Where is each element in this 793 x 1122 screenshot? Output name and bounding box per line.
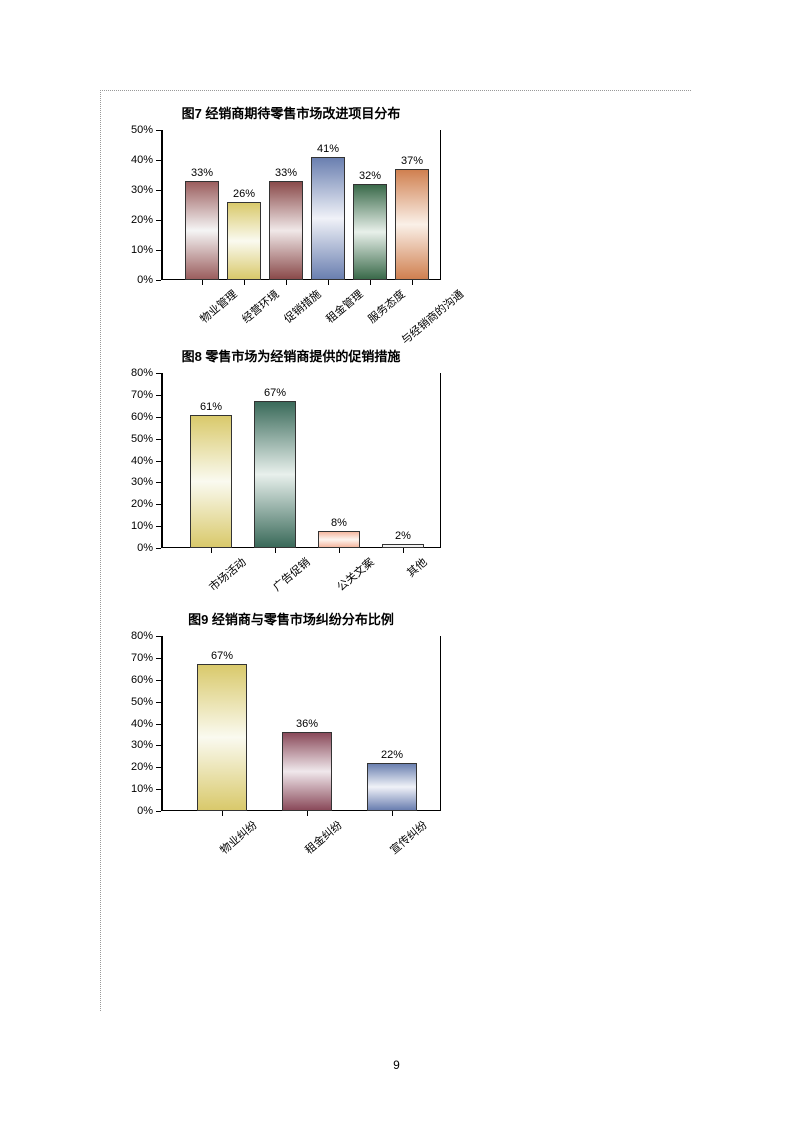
y-tick-label: 50% <box>131 433 153 445</box>
bar: 8% <box>318 531 360 549</box>
bar-value-label: 26% <box>233 188 255 200</box>
y-tick-label: 0% <box>137 805 153 817</box>
bar: 61% <box>190 415 232 548</box>
bar-value-label: 22% <box>381 749 403 761</box>
chart9-plot: 0%10%20%30%40%50%60%70%80%67%物业纠纷36%租金纠纷… <box>161 636 441 811</box>
bar: 67% <box>254 401 296 548</box>
bar: 33% <box>185 181 219 280</box>
bar-value-label: 36% <box>296 718 318 730</box>
bar-value-label: 67% <box>264 387 286 399</box>
chart9-block: 图9 经销商与零售市场纠纷分布比例 0%10%20%30%40%50%60%70… <box>121 609 461 866</box>
y-tick-label: 40% <box>131 718 153 730</box>
bar-value-label: 67% <box>211 650 233 662</box>
y-tick-label: 70% <box>131 389 153 401</box>
y-tick-label: 30% <box>131 184 153 196</box>
chart8-block: 图8 零售市场为经销商提供的促销措施 0%10%20%30%40%50%60%7… <box>121 346 461 603</box>
bar-value-label: 61% <box>200 401 222 413</box>
y-tick-label: 40% <box>131 455 153 467</box>
bar: 32% <box>353 184 387 280</box>
chart8-plot: 0%10%20%30%40%50%60%70%80%61%市场活动67%广告促销… <box>161 373 441 548</box>
y-tick-label: 20% <box>131 214 153 226</box>
bar-value-label: 33% <box>191 167 213 179</box>
y-tick-label: 40% <box>131 154 153 166</box>
chart9-title: 图9 经销商与零售市场纠纷分布比例 <box>121 609 461 628</box>
chart8-title: 图8 零售市场为经销商提供的促销措施 <box>121 346 461 365</box>
y-tick-label: 20% <box>131 761 153 773</box>
page-number: 9 <box>393 1058 400 1072</box>
y-tick-label: 60% <box>131 411 153 423</box>
y-tick-label: 10% <box>131 244 153 256</box>
bar-value-label: 8% <box>331 517 347 529</box>
bar: 26% <box>227 202 261 280</box>
chart7-block: 图7 经销商期待零售市场改进项目分布 0%10%20%30%40%50%33%物… <box>121 103 461 340</box>
y-tick-label: 0% <box>137 274 153 286</box>
y-tick-label: 60% <box>131 674 153 686</box>
y-tick-label: 30% <box>131 739 153 751</box>
bar: 33% <box>269 181 303 280</box>
bar-value-label: 33% <box>275 167 297 179</box>
y-tick-label: 80% <box>131 367 153 379</box>
bar: 37% <box>395 169 429 280</box>
bar: 67% <box>197 664 247 811</box>
y-tick-label: 0% <box>137 542 153 554</box>
content-frame: 图7 经销商期待零售市场改进项目分布 0%10%20%30%40%50%33%物… <box>100 90 691 1011</box>
bar-value-label: 2% <box>395 530 411 542</box>
y-tick-label: 10% <box>131 520 153 532</box>
y-tick-label: 80% <box>131 630 153 642</box>
y-tick-label: 50% <box>131 124 153 136</box>
y-tick-label: 30% <box>131 476 153 488</box>
chart7-title: 图7 经销商期待零售市场改进项目分布 <box>121 103 461 122</box>
bar-value-label: 37% <box>401 155 423 167</box>
y-tick-label: 50% <box>131 696 153 708</box>
y-tick-label: 70% <box>131 652 153 664</box>
y-tick-label: 10% <box>131 783 153 795</box>
bar: 36% <box>282 732 332 811</box>
chart7-plot: 0%10%20%30%40%50%33%物业管理26%经营环境33%促销措施41… <box>161 130 441 280</box>
bar-value-label: 32% <box>359 170 381 182</box>
bar-value-label: 41% <box>317 143 339 155</box>
bar: 41% <box>311 157 345 280</box>
bar: 22% <box>367 763 417 811</box>
y-tick-label: 20% <box>131 498 153 510</box>
